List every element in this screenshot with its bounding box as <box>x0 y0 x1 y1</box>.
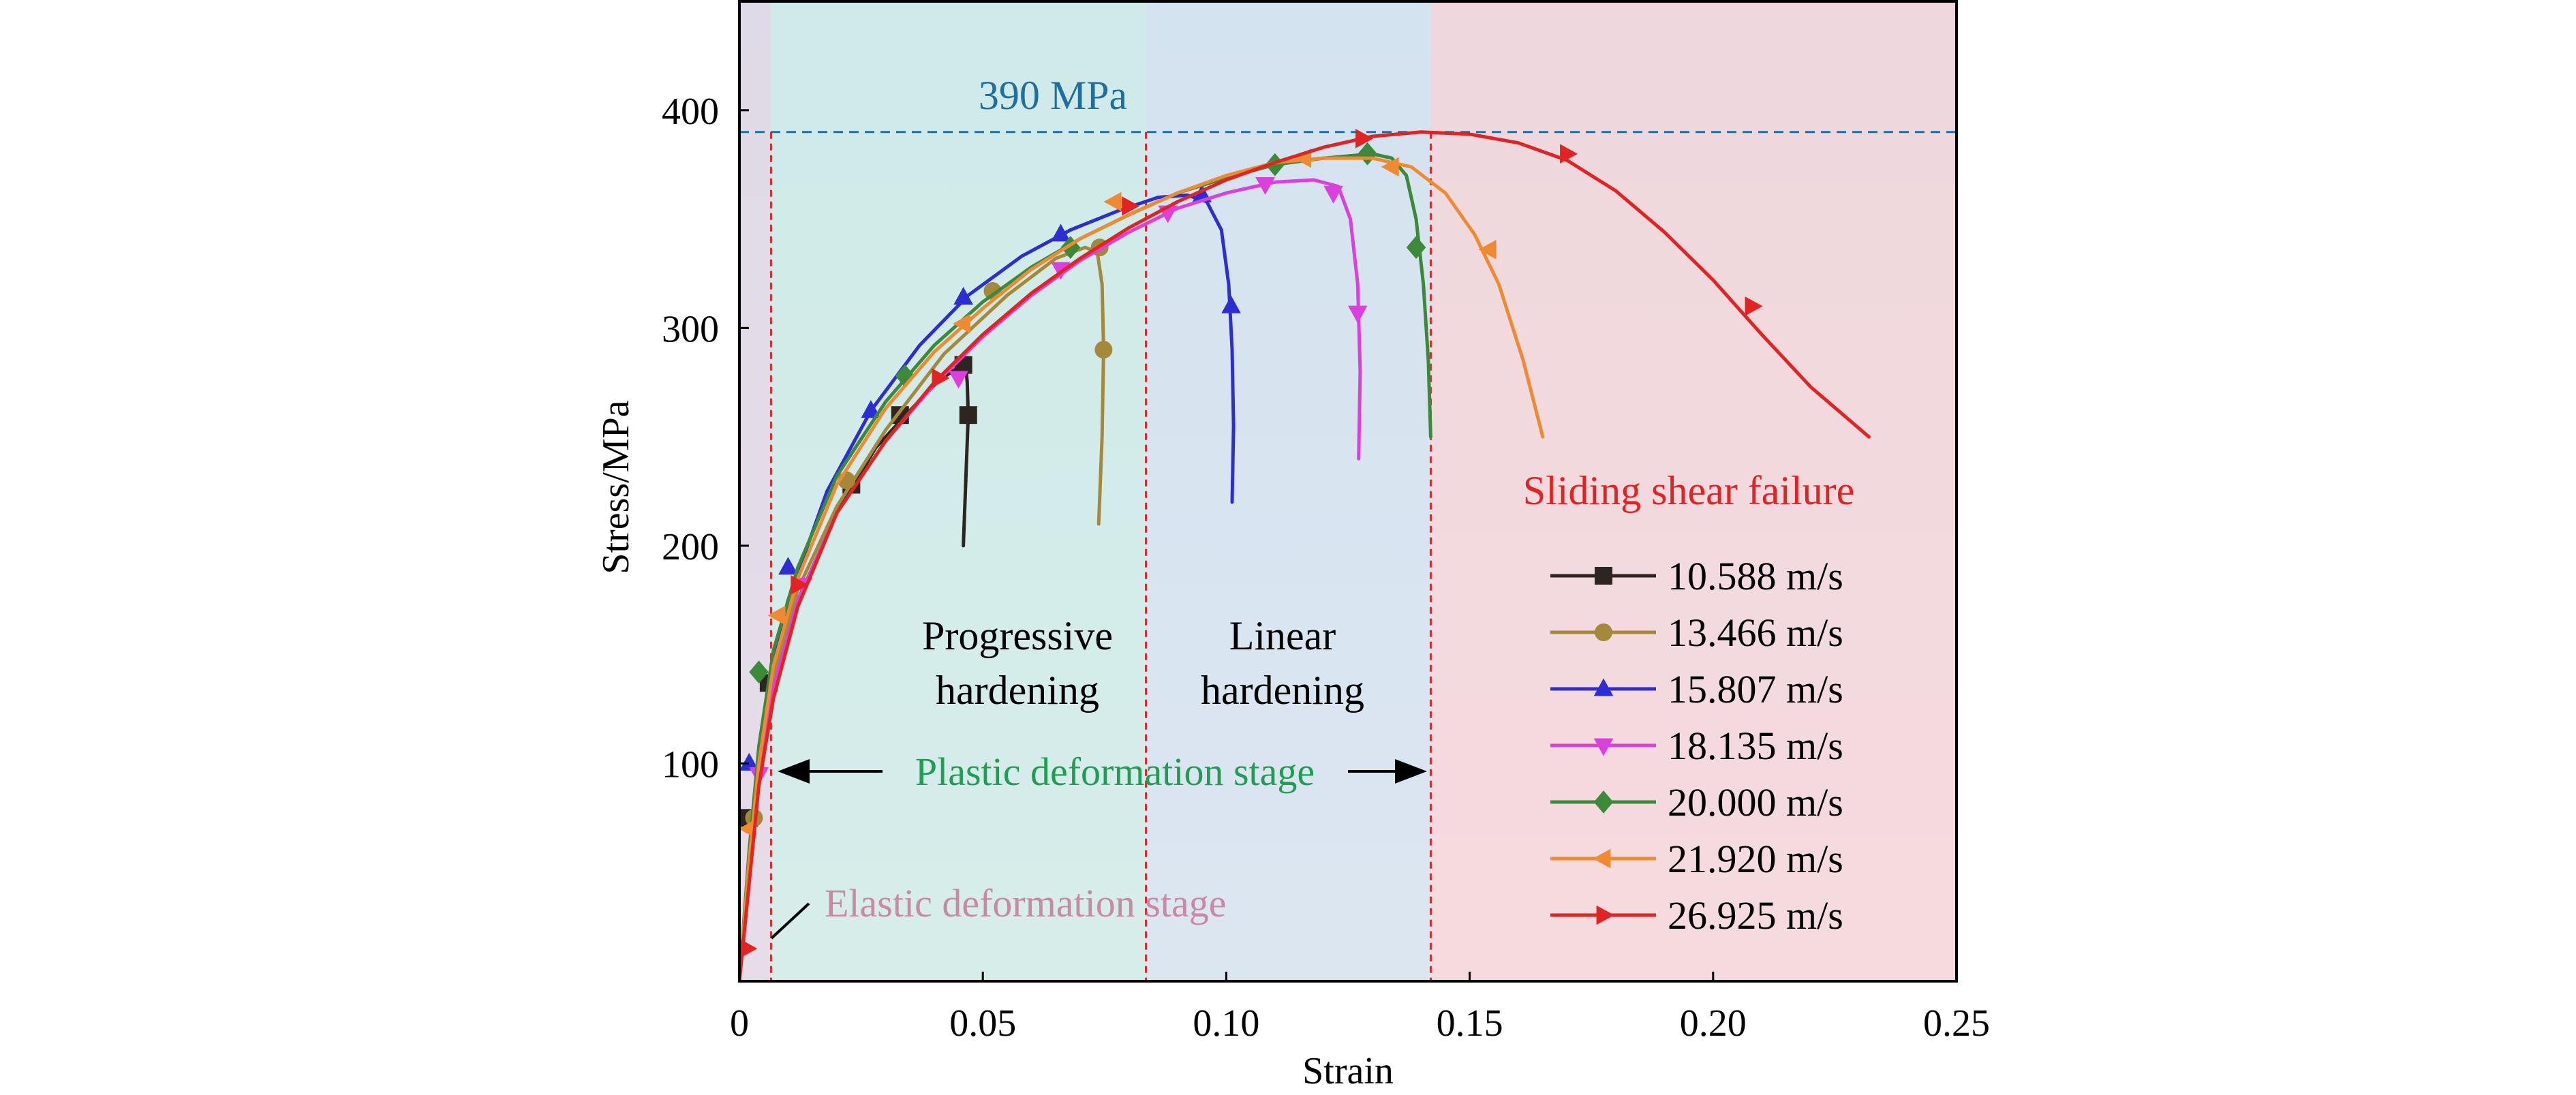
x-tick-label-4: 0.20 <box>1680 1002 1747 1045</box>
y-tick-label-1: 200 <box>662 526 719 568</box>
legend-label-6: 26.925 m/s <box>1668 893 1843 938</box>
x-axis-label: Strain <box>1302 1050 1394 1092</box>
plastic-stage-arrow <box>778 759 1427 784</box>
legend-item-6: 26.925 m/s <box>1550 893 1843 938</box>
legend-marker-0 <box>1595 567 1612 585</box>
series-3-point-7 <box>1347 305 1368 324</box>
series-6-point-1 <box>791 575 809 595</box>
legend: 10.588 m/s 13.466 m/s 15.807 m/s 18.135 m/s… <box>1550 554 1843 938</box>
series-3-point-5 <box>1255 177 1275 196</box>
x-tick-label-2: 0.10 <box>1193 1002 1259 1045</box>
legend-marker-4 <box>1593 790 1614 814</box>
series-line-6 <box>739 130 1871 981</box>
legend-item-1: 13.466 m/s <box>1550 611 1843 655</box>
legend-item-2: 15.807 m/s <box>1550 667 1843 711</box>
plot-background <box>739 1 1957 981</box>
series-5-point-3 <box>1103 191 1122 212</box>
series-2-point-3 <box>953 286 973 305</box>
series-5-point-1 <box>767 605 786 626</box>
series-line-5 <box>739 156 1545 981</box>
stage-region-2 <box>1146 1 1431 981</box>
series-6-point-0 <box>739 938 758 959</box>
legend-label-1: 13.466 m/s <box>1668 611 1843 655</box>
series-line-3 <box>739 178 1362 981</box>
elastic-stage-pointer <box>770 902 810 940</box>
series-4-point-2 <box>1060 236 1081 259</box>
series-2-point-4 <box>1051 223 1071 242</box>
series-1-point-4 <box>1094 341 1113 359</box>
legend-label-2: 15.807 m/s <box>1668 667 1843 711</box>
series-3-point-2 <box>949 371 968 389</box>
x-tick-label-0: 0 <box>730 1002 749 1045</box>
series-6-point-6 <box>1745 296 1763 316</box>
legend-item-4: 20.000 m/s <box>1550 780 1843 824</box>
series-4-point-5 <box>1406 236 1426 259</box>
series-5-point-5 <box>1381 157 1399 177</box>
legend-item-3: 18.135 m/s <box>1550 724 1843 768</box>
legend-label-0: 10.588 m/s <box>1668 554 1843 598</box>
y-tick-label-0: 100 <box>662 743 719 786</box>
series-4-point-0 <box>749 660 769 684</box>
legend-label-3: 18.135 m/s <box>1668 724 1843 768</box>
stage-region-3 <box>1430 1 1957 981</box>
x-tick-label-1: 0.05 <box>949 1002 1016 1045</box>
sliding-shear-failure-label: Sliding shear failure <box>1523 468 1855 513</box>
stage-boundaries <box>769 132 1432 981</box>
series-2-point-1 <box>778 557 798 575</box>
progressive-hardening-label-2: hardening <box>936 668 1099 713</box>
series-5 <box>739 148 1545 981</box>
series-6-point-5 <box>1560 144 1578 164</box>
y-tick-label-3: 400 <box>662 91 719 133</box>
series-6-point-2 <box>932 368 950 388</box>
stage-regions <box>739 1 1957 981</box>
linear-hardening-label-2: hardening <box>1201 668 1364 713</box>
legend-label-5: 21.920 m/s <box>1668 837 1843 881</box>
series-5-point-2 <box>953 313 971 334</box>
series-2-point-6 <box>1221 295 1241 313</box>
legend-marker-1 <box>1595 623 1612 641</box>
plastic-stage-label: Plastic deformation stage <box>915 750 1315 794</box>
linear-hardening-label-1: Linear <box>1229 613 1336 658</box>
series-5-point-0 <box>739 819 756 839</box>
legend-item-5: 21.920 m/s <box>1550 837 1843 881</box>
progressive-hardening-label-1: Progressive <box>922 613 1113 658</box>
legend-marker-2 <box>1593 678 1614 696</box>
series-4-point-3 <box>1265 153 1285 176</box>
x-tick-label-5: 0.25 <box>1923 1002 1990 1045</box>
series-3-point-6 <box>1323 185 1343 204</box>
y-tick-label-2: 300 <box>662 308 719 350</box>
series-6-point-4 <box>1355 129 1374 149</box>
legend-marker-3 <box>1593 738 1614 756</box>
series-6-point-3 <box>1122 196 1140 216</box>
y-axis-label: Stress/MPa <box>595 400 637 574</box>
legend-item-0: 10.588 m/s <box>1550 554 1843 598</box>
legend-marker-6 <box>1596 905 1614 925</box>
series-layer <box>739 129 1871 981</box>
plot-frame <box>738 0 1958 983</box>
series-6 <box>739 129 1871 981</box>
series-2-point-2 <box>861 400 881 418</box>
elastic-stage-label: Elastic deformation stage <box>825 881 1226 925</box>
series-2-point-0 <box>739 752 759 771</box>
reference-line-label: 390 MPa <box>979 73 1127 118</box>
x-tick-label-3: 0.15 <box>1437 1002 1503 1045</box>
legend-label-4: 20.000 m/s <box>1668 780 1843 824</box>
series-0-point-5 <box>959 406 977 425</box>
axis-ticks: 0 0.05 0.10 0.15 0.20 0.25 100 200 300 400 <box>662 91 1990 1045</box>
series-5-point-6 <box>1478 239 1497 260</box>
legend-marker-5 <box>1593 848 1611 869</box>
